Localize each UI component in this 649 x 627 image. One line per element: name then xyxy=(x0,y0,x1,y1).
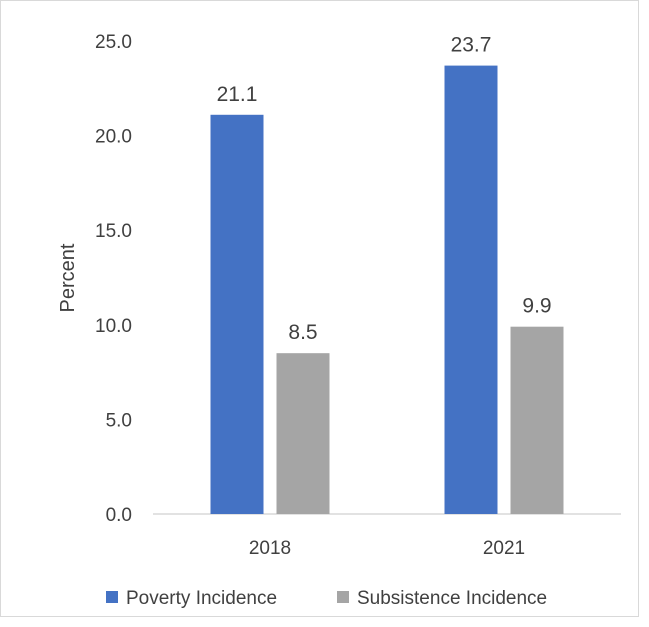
y-tick-label: 5.0 xyxy=(106,410,132,431)
x-tick-labels: 2018 2021 xyxy=(249,538,525,559)
bars xyxy=(210,65,564,515)
bar xyxy=(510,326,564,514)
x-tick-label: 2018 xyxy=(249,538,291,559)
x-tick-label: 2021 xyxy=(483,538,525,559)
data-label: 23.7 xyxy=(451,34,492,57)
y-tick-label: 25.0 xyxy=(95,32,132,53)
data-label: 8.5 xyxy=(288,321,317,344)
y-axis-title-group: Percent xyxy=(57,243,79,312)
data-label: 21.1 xyxy=(217,83,258,106)
bar xyxy=(444,65,498,514)
bar xyxy=(276,353,330,514)
y-tick-label: 0.0 xyxy=(106,505,132,526)
bar-chart: Percent 0.0 5.0 10.0 15.0 20.0 25.0 21.1 8.5 23… xyxy=(57,32,621,609)
legend-item: Poverty Incidence xyxy=(106,588,277,609)
data-label: 9.9 xyxy=(522,295,551,318)
y-tick-label: 10.0 xyxy=(95,316,132,337)
y-tick-label: 20.0 xyxy=(95,127,132,148)
legend-swatch xyxy=(106,591,118,603)
y-tick-labels: 0.0 5.0 10.0 15.0 20.0 25.0 xyxy=(95,32,132,526)
legend-label: Poverty Incidence xyxy=(126,588,277,609)
y-tick-label: 15.0 xyxy=(95,221,132,242)
legend: Poverty Incidence Subsistence Incidence xyxy=(106,588,547,609)
legend-label: Subsistence Incidence xyxy=(357,588,547,609)
y-axis-title: Percent xyxy=(57,243,79,312)
data-labels: 21.1 8.5 23.7 9.9 xyxy=(217,34,552,345)
legend-swatch xyxy=(337,591,349,603)
legend-item: Subsistence Incidence xyxy=(337,588,547,609)
chart-frame: Percent 0.0 5.0 10.0 15.0 20.0 25.0 21.1 8.5 23… xyxy=(0,0,639,617)
bar xyxy=(210,114,264,515)
